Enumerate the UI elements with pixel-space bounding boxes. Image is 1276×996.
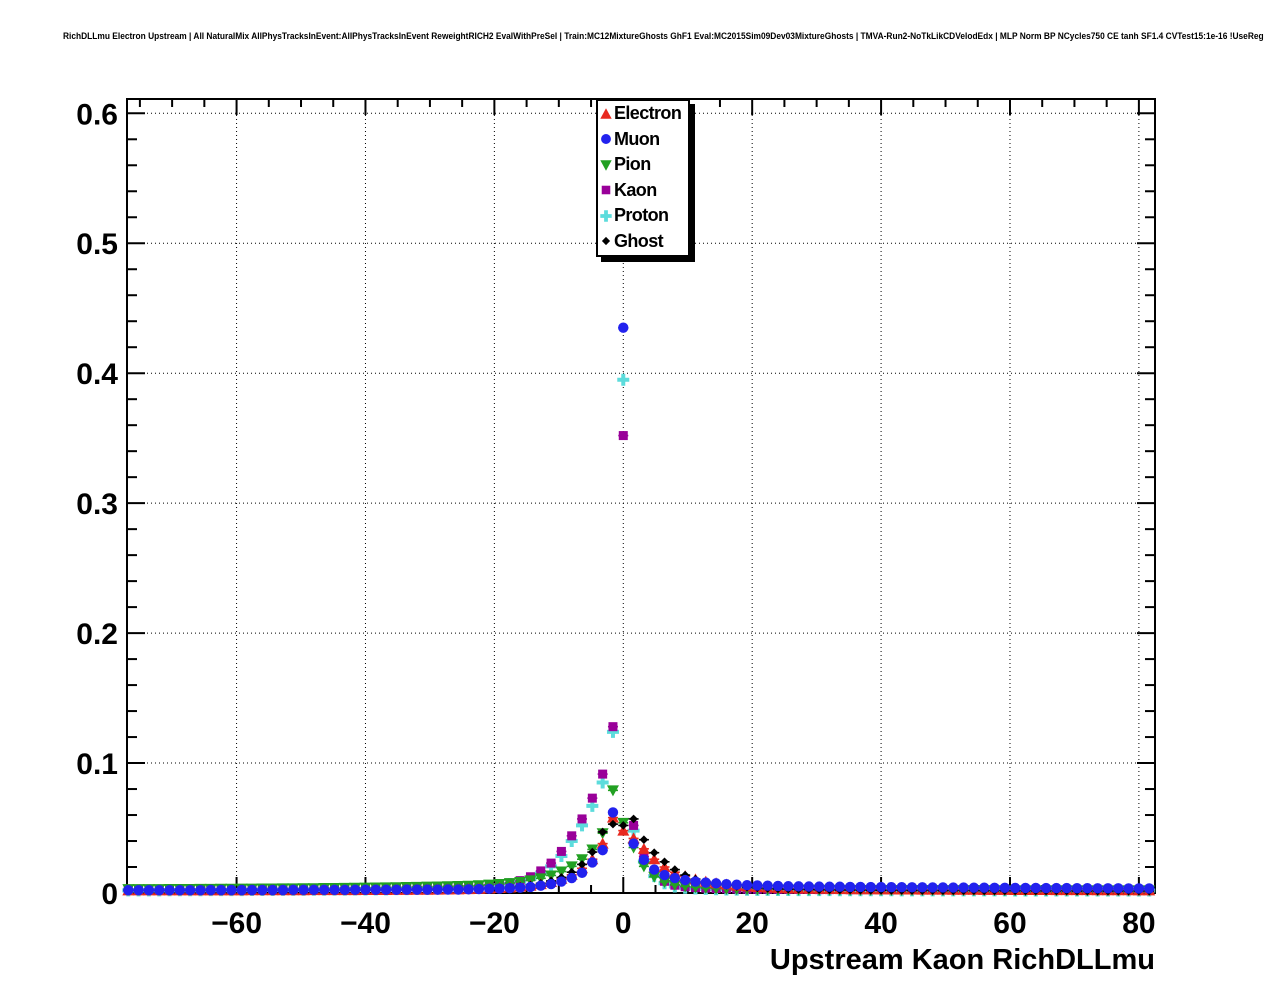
- x-tick-label: 60: [993, 907, 1026, 940]
- series-muon: [123, 322, 1155, 896]
- x-tick-label: 80: [1122, 907, 1155, 940]
- legend-marker-glyph: [601, 185, 611, 195]
- series-pion: [122, 785, 1156, 897]
- muon-circle-icon: [599, 131, 614, 147]
- legend-item-proton: Proton: [598, 203, 688, 229]
- y-tick-label: 0.1: [76, 748, 118, 781]
- legend-marker-glyph: [601, 237, 611, 246]
- grid-layer: [127, 99, 1155, 893]
- x-tick-label: −60: [211, 907, 262, 940]
- y-tick-label: 0.3: [76, 488, 118, 521]
- y-tick-label: 0.4: [76, 358, 118, 391]
- legend-label-ghost: Ghost: [614, 230, 664, 251]
- legend-item-electron: Electron: [598, 101, 688, 127]
- x-tick-label: −20: [469, 907, 520, 940]
- x-tick-label: −40: [340, 907, 391, 940]
- legend-label-kaon: Kaon: [614, 179, 657, 200]
- legend-label-muon: Muon: [614, 128, 660, 149]
- ghost-diamond-icon: [599, 233, 614, 249]
- legend-marker-glyph: [600, 160, 612, 171]
- series-ghost: [123, 814, 1155, 896]
- axis-label-layer: −60 −40 −20 0 20 40 60 80 0 0.1 0.2 0.3 0.4 0.5 0.6: [76, 98, 1155, 940]
- legend-marker-glyph: [601, 134, 611, 145]
- proton-cross-icon: [599, 208, 614, 224]
- x-tick-label: 0: [615, 907, 632, 940]
- legend-item-pion: Pion: [598, 152, 688, 178]
- y-tick-label: 0.5: [76, 228, 118, 261]
- pion-triangle-icon: [599, 157, 614, 173]
- y-tick-label: 0: [101, 878, 118, 911]
- x-axis-title: Upstream Kaon RichDLLmu: [769, 944, 1155, 976]
- legend-marker-glyph: [600, 108, 612, 119]
- legend-item-ghost: Ghost: [598, 229, 688, 255]
- kaon-square-icon: [599, 182, 614, 198]
- legend-item-muon: Muon: [598, 127, 688, 153]
- legend-label-proton: Proton: [614, 205, 669, 226]
- legend-label-pion: Pion: [614, 154, 651, 175]
- legend-item-kaon: Kaon: [598, 178, 688, 204]
- electron-triangle-icon: [599, 106, 614, 122]
- series-proton: [122, 373, 1156, 897]
- series-electron: [122, 811, 1156, 896]
- legend-marker-glyph: [600, 210, 612, 222]
- legend: Electron Muon Pion Kaon Proton Ghost: [596, 99, 690, 257]
- x-tick-label: 20: [735, 907, 768, 940]
- series-kaon: [123, 431, 1155, 895]
- x-tick-label: 40: [864, 907, 897, 940]
- y-tick-label: 0.6: [76, 98, 118, 131]
- plot-title: RichDLLmu Electron Upstream | All Natura…: [63, 31, 1264, 41]
- legend-label-electron: Electron: [614, 103, 682, 124]
- y-tick-label: 0.2: [76, 618, 118, 651]
